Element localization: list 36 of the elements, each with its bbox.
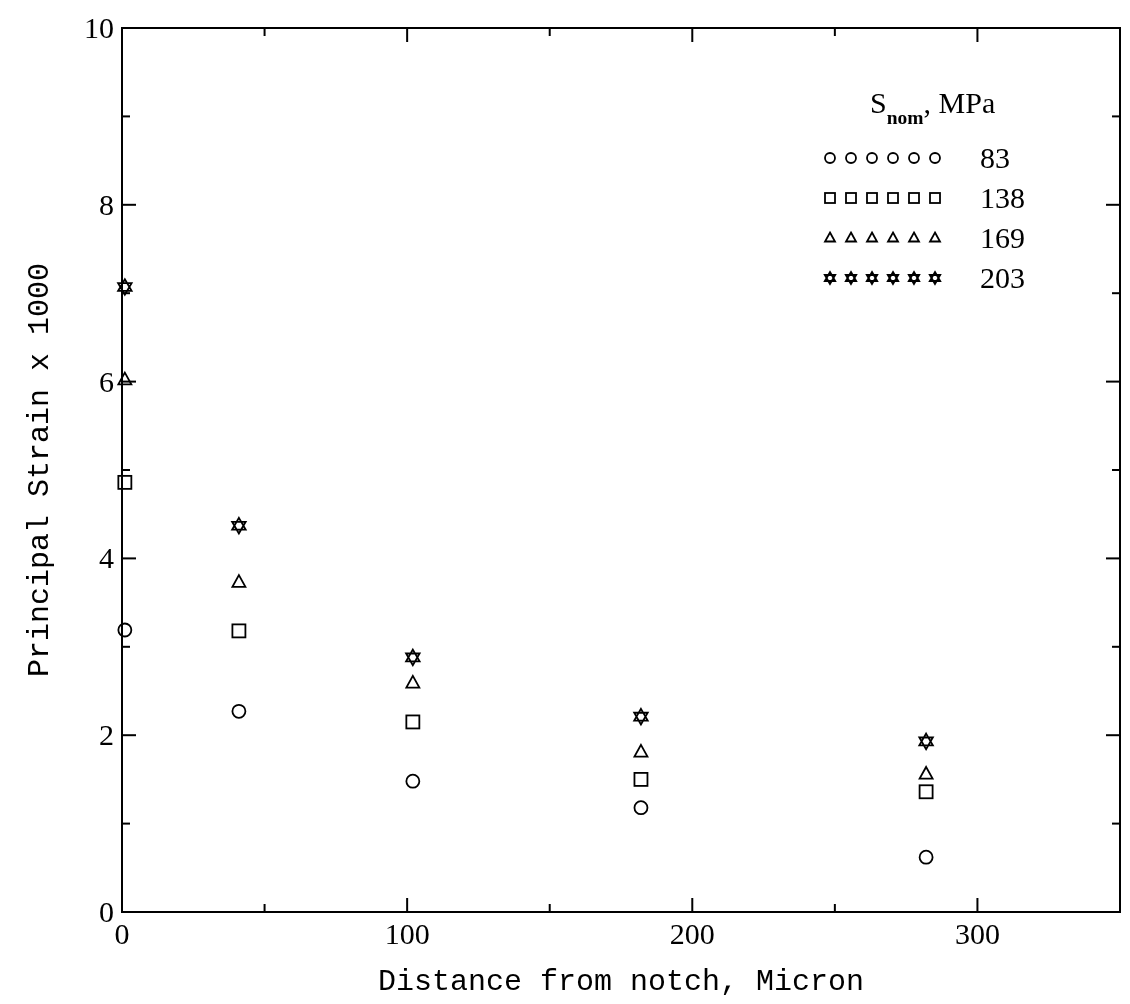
point — [918, 732, 934, 751]
legend-title: S$_{nom}$, MPa — [870, 86, 996, 128]
point — [405, 773, 421, 789]
point — [633, 772, 649, 787]
point — [231, 703, 247, 719]
y-tick-label: 0 — [99, 895, 114, 928]
point — [117, 474, 133, 490]
y-tick-label: 10 — [84, 11, 114, 44]
point — [918, 766, 934, 780]
legend-label: 169 — [980, 221, 1025, 254]
x-tick-label: 300 — [954, 917, 1000, 950]
y-tick-label: 8 — [99, 187, 114, 221]
x-tick-label: 100 — [384, 917, 430, 950]
y-tick-label: 4 — [99, 541, 114, 575]
x-tick-label: 200 — [669, 917, 715, 950]
point — [117, 278, 133, 296]
legend-label: 138 — [980, 181, 1025, 214]
point — [405, 714, 421, 730]
point — [918, 849, 934, 865]
legend-label: 203 — [980, 261, 1025, 294]
point — [633, 800, 649, 816]
point — [633, 707, 649, 726]
legend-label: 83 — [980, 141, 1010, 174]
x-axis-title: Distance from notch, Micron — [377, 965, 865, 999]
point — [405, 674, 421, 689]
y-axis-title: Principal Strain x 1000 — [23, 262, 57, 678]
point — [117, 622, 133, 638]
y-tick-label: 2 — [99, 718, 114, 752]
point — [231, 516, 247, 535]
point — [633, 743, 649, 758]
point — [918, 784, 934, 800]
y-tick-label: 6 — [99, 364, 114, 398]
point — [405, 648, 421, 667]
point — [231, 623, 247, 639]
point — [117, 371, 133, 386]
point — [231, 574, 247, 588]
